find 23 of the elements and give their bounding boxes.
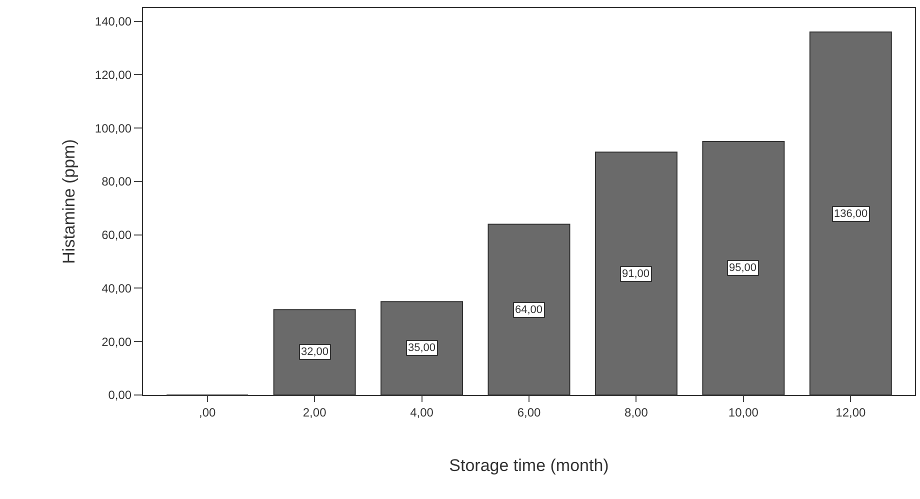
y-tick-label: 40,00	[102, 281, 132, 296]
x-tick-label: ,00	[198, 405, 216, 420]
y-tick-label: 20,00	[102, 334, 132, 349]
data-label: 136,00	[834, 208, 868, 220]
x-tick-label: 8,00	[624, 405, 648, 420]
x-tick-label: 4,00	[410, 405, 434, 420]
data-label: 32,00	[301, 346, 329, 358]
y-tick-label: 0,00	[108, 388, 132, 402]
data-label: 64,00	[515, 304, 543, 316]
x-tick-label: 2,00	[302, 405, 327, 420]
y-tick-label: 100,00	[94, 121, 132, 136]
x-tick-label: 6,00	[517, 405, 541, 420]
data-label: 95,00	[729, 262, 757, 274]
x-axis-title: Storage time (month)	[449, 456, 609, 475]
y-axis-title: Histamine (ppm)	[59, 139, 78, 264]
x-tick-label: 10,00	[728, 405, 759, 420]
data-label: 35,00	[408, 342, 436, 354]
y-tick-label: 80,00	[102, 174, 132, 189]
y-tick-label: 120,00	[94, 68, 132, 82]
y-tick-label: 140,00	[94, 14, 132, 29]
data-label: 91,00	[622, 268, 650, 280]
x-tick-label: 12,00	[836, 405, 866, 420]
y-tick-label: 60,00	[102, 228, 132, 242]
